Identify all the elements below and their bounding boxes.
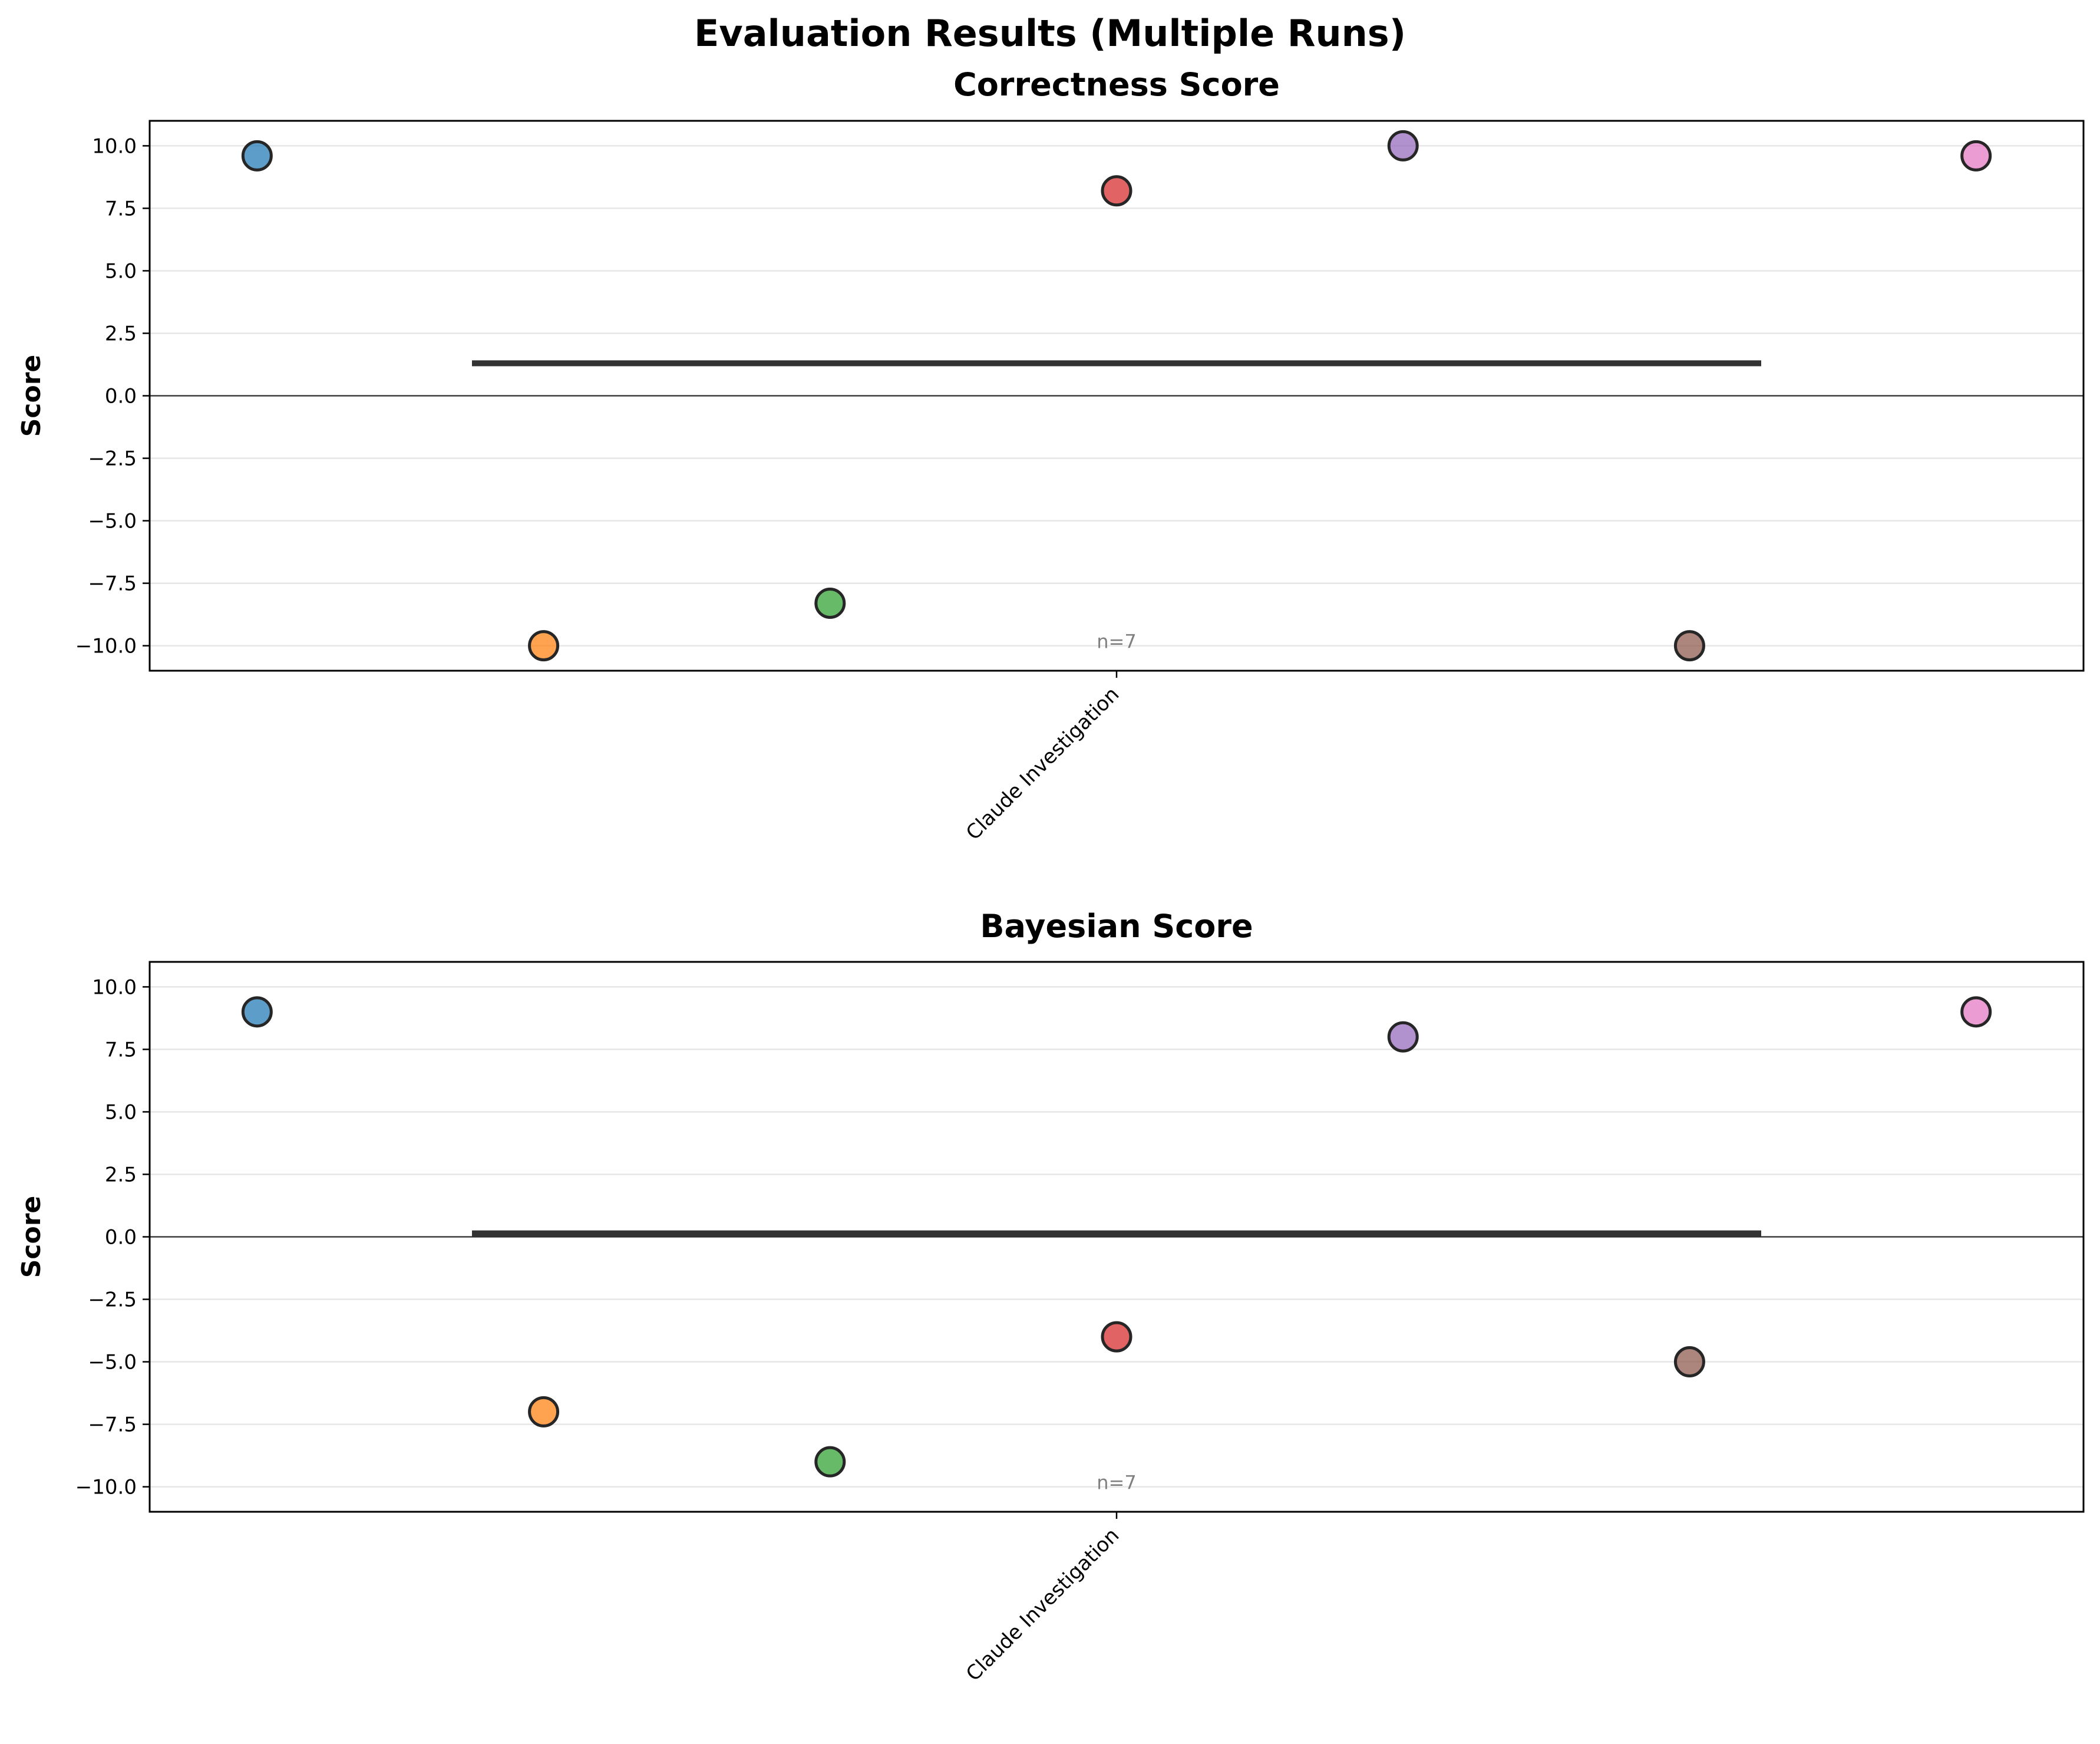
y-tick-label: 10.0 xyxy=(92,134,137,158)
panel-2: Bayesian Score −10.0 −7.5 −5.0 −2.5 0.0 2.5 5.0… xyxy=(16,908,2085,1686)
data-point xyxy=(1673,630,1705,662)
data-point xyxy=(241,140,273,172)
panel-title: Bayesian Score xyxy=(980,908,1253,945)
data-point xyxy=(1101,1321,1132,1353)
figure-title: Evaluation Results (Multiple Runs) xyxy=(694,12,1406,55)
y-tick-label: 5.0 xyxy=(105,259,137,283)
panel-title: Correctness Score xyxy=(953,66,1280,103)
y-tick-label: −2.5 xyxy=(88,1288,137,1312)
data-point xyxy=(241,996,273,1028)
y-tick-label: −7.5 xyxy=(88,1413,137,1437)
data-point xyxy=(528,1396,560,1427)
sample-count-label: n=7 xyxy=(1097,631,1136,653)
data-point xyxy=(814,1446,846,1478)
y-tick-label: 7.5 xyxy=(105,197,137,220)
sample-count-label: n=7 xyxy=(1097,1472,1136,1494)
y-tick-label: −2.5 xyxy=(88,447,137,471)
data-point xyxy=(1673,1346,1705,1378)
y-tick-label: 2.5 xyxy=(105,1163,137,1186)
y-tick-label: −10.0 xyxy=(75,635,137,658)
data-point xyxy=(1101,175,1132,207)
data-point xyxy=(1960,996,1992,1028)
data-point xyxy=(1387,130,1419,161)
y-tick-label: 7.5 xyxy=(105,1038,137,1061)
y-tick-label: 0.0 xyxy=(105,1226,137,1250)
data-point xyxy=(814,587,846,619)
y-tick-label: 2.5 xyxy=(105,322,137,345)
data-point xyxy=(1387,1021,1419,1053)
panel-1: Correctness Score −10.0 −7.5 −5.0 −2.5 0.0 2.5… xyxy=(16,66,2085,845)
data-point xyxy=(528,630,560,662)
y-tick-label: −5.0 xyxy=(88,510,137,533)
y-tick-label: −7.5 xyxy=(88,572,137,596)
y-tick-label: −5.0 xyxy=(88,1351,137,1374)
x-tick-label: Claude Investigation xyxy=(962,683,1124,845)
y-tick-label: 0.0 xyxy=(105,385,137,408)
data-point xyxy=(1960,140,1992,172)
y-tick-label: 5.0 xyxy=(105,1100,137,1124)
y-tick-label: 10.0 xyxy=(92,975,137,999)
y-axis-label: Score xyxy=(16,355,47,437)
x-tick-label: Claude Investigation xyxy=(962,1524,1124,1686)
y-axis-label: Score xyxy=(16,1196,47,1278)
y-tick-label: −10.0 xyxy=(75,1476,137,1499)
